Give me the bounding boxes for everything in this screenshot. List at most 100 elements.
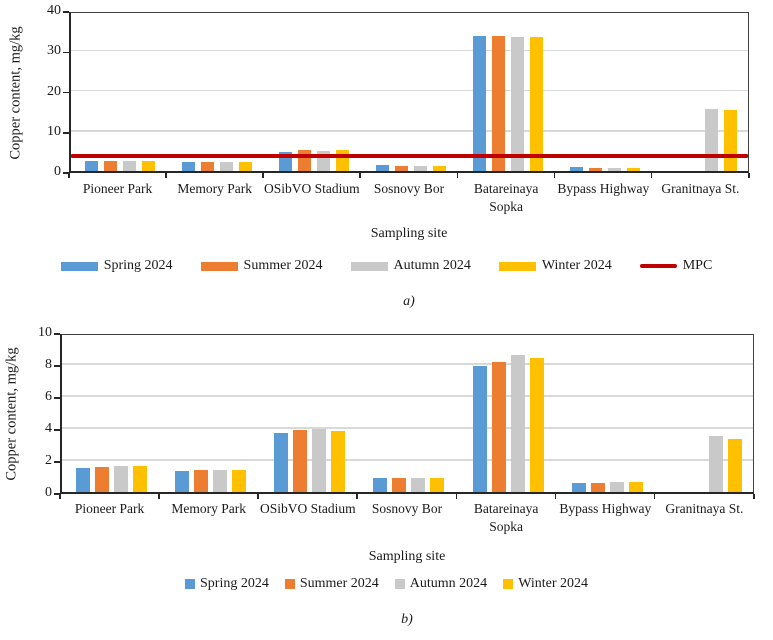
legend-label: MPC — [682, 258, 713, 273]
bar-group-6 — [558, 335, 657, 492]
y-tick-label: 10 — [38, 325, 52, 340]
legend-label: Summer 2024 — [299, 576, 379, 591]
legend-swatch — [60, 261, 98, 271]
bar — [375, 165, 389, 171]
x-tick-mark — [650, 173, 653, 178]
bar — [297, 150, 311, 171]
y-axis-label: Copper content, mg/kg — [7, 25, 24, 160]
gridline — [71, 130, 748, 132]
legend-item: Autumn 2024 — [394, 576, 487, 592]
category-label: Bypass Highway — [559, 501, 652, 516]
x-tick-mark — [59, 494, 61, 499]
bar — [727, 439, 742, 492]
category-label: Sosnovy Bor — [373, 181, 445, 196]
legend-swatch — [503, 579, 514, 589]
bar — [373, 478, 388, 492]
legend: Spring 2024 Summer 2024 Autumn 2024 Winter … — [0, 258, 773, 274]
bar — [114, 466, 129, 492]
y-tick-label: 40 — [47, 3, 61, 18]
bar — [200, 162, 214, 171]
x-tick-mark — [753, 494, 755, 499]
bar — [394, 166, 408, 171]
y-tick-mark — [54, 333, 60, 335]
bar — [708, 436, 723, 492]
mpc-line-swatch — [639, 264, 677, 268]
bar-group-7 — [654, 13, 751, 171]
x-tick-mark — [257, 494, 259, 499]
bar — [181, 162, 195, 171]
bar — [570, 167, 584, 171]
chart-caption: b) — [401, 612, 413, 627]
y-tick-mark — [54, 397, 60, 399]
legend-swatch — [394, 579, 405, 589]
y-tick-label: 0 — [54, 164, 61, 179]
bar — [103, 161, 117, 171]
x-tick-mark — [554, 494, 557, 499]
bar-group-2 — [168, 13, 265, 171]
y-tick-label: 4 — [45, 421, 52, 436]
y-tick-mark — [54, 493, 60, 495]
x-tick-mark — [158, 494, 160, 499]
x-tick-mark — [262, 173, 264, 178]
legend-label: Winter 2024 — [541, 258, 612, 273]
bar — [590, 483, 605, 492]
bar — [430, 478, 445, 492]
plot-area — [69, 12, 749, 173]
category-label: OSibVO Stadium — [264, 181, 360, 196]
bar — [510, 355, 525, 492]
bar-group-2 — [161, 335, 260, 492]
bar — [175, 471, 190, 492]
bar-group-4 — [362, 13, 459, 171]
y-tick-mark — [63, 172, 69, 174]
bar — [76, 468, 91, 492]
category-label: Batareinaya Sopka — [473, 501, 539, 534]
legend-item-mpc: MPC — [639, 258, 713, 274]
gridline — [71, 89, 748, 92]
y-tick-mark — [63, 91, 69, 94]
legend-label: Spring 2024 — [200, 576, 269, 591]
legend-swatch — [185, 579, 195, 589]
bar-group-1 — [71, 13, 168, 171]
bar-group-6 — [557, 13, 654, 171]
chart-caption: a) — [403, 294, 415, 309]
category-label: Sosnovy Bor — [371, 501, 443, 516]
category-label: Pioneer Park — [82, 181, 153, 196]
legend-label: Spring 2024 — [103, 258, 173, 273]
gridline — [62, 427, 753, 429]
category-label: OSibVO Stadium — [260, 501, 356, 516]
gridline — [62, 459, 753, 461]
x-tick-mark — [356, 494, 358, 499]
bar — [413, 166, 427, 171]
x-tick-mark — [553, 173, 556, 178]
legend-item: Spring 2024 — [185, 576, 269, 592]
x-tick-mark — [455, 494, 458, 499]
bar — [331, 431, 346, 492]
bar — [530, 37, 544, 171]
legend-item: Spring 2024 — [60, 258, 173, 274]
legend: Spring 2024 Summer 2024 Autumn 2024 Winter … — [0, 576, 773, 592]
bar — [133, 466, 148, 492]
bar-group-7 — [657, 335, 756, 492]
chart-b: Copper content, mg/kg Pioneer Park Memory… — [0, 320, 773, 640]
x-tick-mark — [748, 173, 750, 178]
bar — [84, 161, 98, 171]
bar — [141, 161, 155, 171]
bar — [491, 362, 506, 492]
bar-group-1 — [62, 335, 161, 492]
bar — [705, 109, 719, 171]
legend-swatch — [498, 261, 536, 271]
bar — [627, 168, 641, 171]
bar — [609, 482, 624, 492]
y-tick-mark — [54, 429, 60, 431]
y-tick-label: 6 — [45, 389, 52, 404]
bar — [432, 166, 446, 171]
y-tick-label: 10 — [47, 123, 61, 139]
category-label: Granitnaya St. — [661, 181, 740, 196]
category-label: Batareinaya Sopka — [473, 181, 539, 214]
bar — [529, 358, 544, 492]
legend-swatch — [350, 261, 388, 271]
bar — [608, 168, 622, 171]
bar — [232, 470, 247, 492]
y-tick-mark — [54, 461, 60, 463]
